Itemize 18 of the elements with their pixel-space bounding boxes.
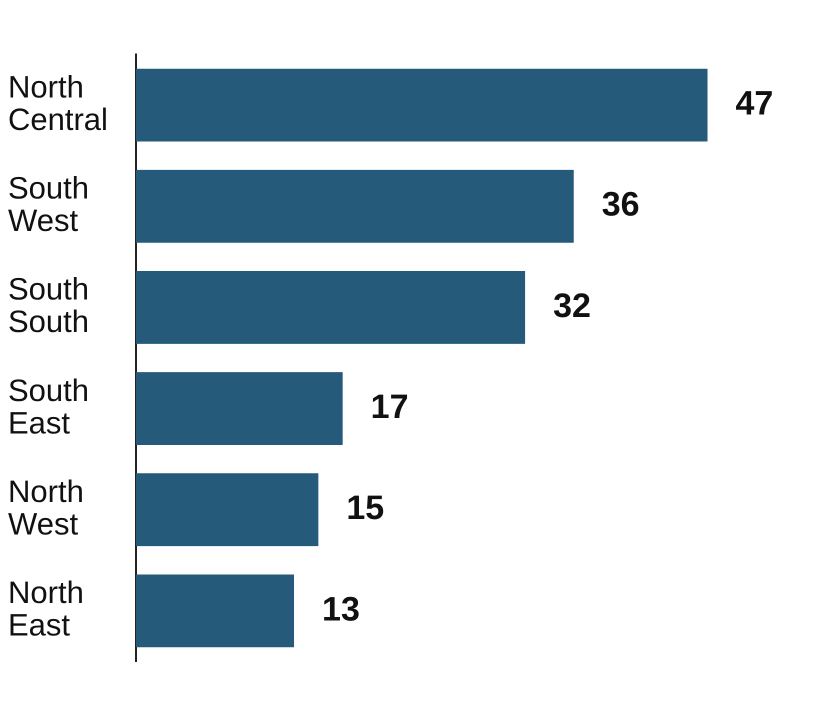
data-label: 32 bbox=[553, 286, 591, 325]
y-tick-label: South West bbox=[8, 170, 90, 238]
bar bbox=[136, 68, 708, 142]
y-tick-label: North Central bbox=[8, 69, 108, 137]
bar bbox=[136, 574, 294, 648]
bar bbox=[136, 372, 343, 445]
bar bbox=[136, 271, 526, 344]
data-label: 17 bbox=[370, 388, 409, 426]
y-tick-label: North East bbox=[8, 575, 84, 643]
data-label: 36 bbox=[602, 186, 640, 224]
y-tick-label: North West bbox=[8, 474, 84, 542]
data-label: 13 bbox=[322, 590, 360, 628]
data-label: 47 bbox=[736, 84, 774, 122]
bar bbox=[136, 170, 574, 243]
y-tick-label: South East bbox=[8, 372, 90, 440]
data-label: 15 bbox=[346, 489, 384, 528]
bar bbox=[136, 473, 318, 546]
y-tick-label: South South bbox=[8, 272, 90, 340]
